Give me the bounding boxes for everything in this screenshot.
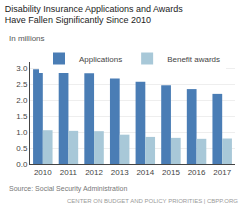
svg-text:Applications: Applications	[79, 55, 122, 64]
svg-text:1.5: 1.5	[16, 112, 28, 121]
svg-text:Source: Social Security Admini: Source: Social Security Administration	[9, 185, 127, 193]
svg-text:2.5: 2.5	[16, 80, 28, 89]
svg-text:CENTER ON BUDGET AND POLICY PR: CENTER ON BUDGET AND POLICY PRIORITIES |…	[67, 198, 238, 204]
svg-text:In millions: In millions	[9, 34, 45, 43]
svg-text:2.0: 2.0	[16, 96, 28, 105]
svg-text:0.5: 0.5	[16, 144, 28, 153]
svg-text:2015: 2015	[162, 168, 180, 177]
svg-text:2017: 2017	[213, 168, 231, 177]
svg-text:0.0: 0.0	[16, 160, 28, 169]
svg-text:2014: 2014	[136, 168, 154, 177]
svg-text:1.0: 1.0	[16, 128, 28, 137]
svg-text:2012: 2012	[85, 168, 103, 177]
svg-text:2010: 2010	[34, 168, 52, 177]
svg-text:2011: 2011	[60, 168, 78, 177]
svg-text:3.0: 3.0	[16, 64, 28, 73]
svg-text:Disability Insurance Applicati: Disability Insurance Applications and Aw…	[5, 4, 183, 26]
svg-text:2013: 2013	[111, 168, 129, 177]
svg-text:2016: 2016	[188, 168, 206, 177]
svg-text:Benefit awards: Benefit awards	[167, 55, 220, 64]
